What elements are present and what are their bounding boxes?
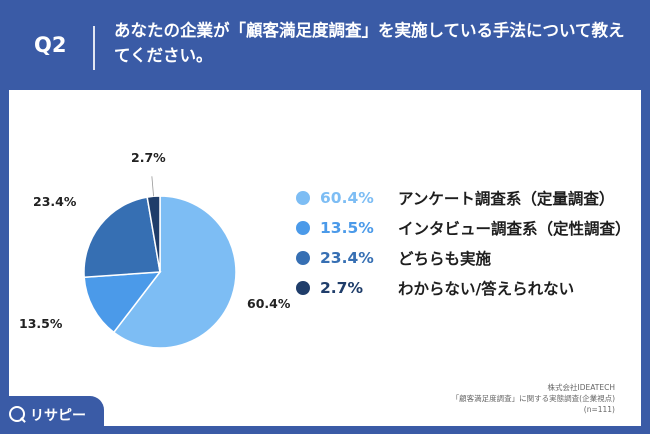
pie-slice	[112, 195, 237, 349]
pie-chart: 60.4% 13.5% 23.4% 2.7%	[19, 150, 291, 349]
source-note: 株式会社IDEATECH 「顧客満足度調査」に関する実態調査(企業視点) (n=…	[452, 382, 615, 415]
slice-data-label: 23.4%	[33, 194, 77, 209]
legend-label: わからない/答えられない	[398, 279, 575, 298]
legend-swatch	[296, 190, 310, 205]
legend-percentage: 23.4%	[320, 248, 374, 267]
legend-swatch	[296, 250, 310, 265]
legend-label: インタビュー調査系（定性調査）	[398, 219, 631, 238]
magnifier-icon	[9, 406, 25, 422]
legend-percentage: 2.7%	[320, 278, 363, 297]
source-company: 株式会社IDEATECH	[547, 383, 615, 392]
brand-badge: リサピー	[0, 396, 104, 434]
legend: 60.4% アンケート調査系（定量調査） 13.5% インタビュー調査系（定性調査） 2…	[296, 184, 631, 304]
legend-item: 23.4% どちらも実施	[296, 244, 631, 271]
slice-data-label: 13.5%	[19, 316, 63, 331]
legend-swatch	[296, 220, 310, 235]
source-sample-size: (n=111)	[583, 405, 615, 414]
pie-slice	[83, 271, 162, 334]
question-number: Q2	[34, 33, 67, 57]
legend-item: 2.7% わからない/答えられない	[296, 274, 631, 301]
question-title: あなたの企業が「顧客満足度調査」を実施している手法について教えてください。	[114, 21, 625, 65]
legend-label: どちらも実施	[398, 249, 492, 268]
leader-line	[151, 176, 154, 197]
legend-swatch	[296, 280, 310, 295]
source-survey: 「顧客満足度調査」に関する実態調査(企業視点)	[451, 394, 615, 403]
slice-data-label: 60.4%	[247, 296, 291, 311]
legend-label: アンケート調査系（定量調査）	[398, 189, 615, 208]
legend-item: 13.5% インタビュー調査系（定性調査）	[296, 214, 631, 241]
brand-name: リサピー	[30, 408, 86, 424]
pie-slice	[83, 196, 161, 279]
chart-card: 60.4% 13.5% 23.4% 2.7% 60.4% アンケート調査系（定量調査） 1…	[9, 90, 641, 426]
pie-slice	[146, 195, 161, 273]
legend-item: 60.4% アンケート調査系（定量調査）	[296, 184, 631, 211]
header-divider	[93, 26, 95, 70]
slice-data-label: 2.7%	[131, 150, 166, 165]
header: Q2 あなたの企業が「顧客満足度調査」を実施している手法について教えてください。	[0, 0, 650, 84]
legend-percentage: 13.5%	[320, 218, 374, 237]
legend-percentage: 60.4%	[320, 188, 374, 207]
